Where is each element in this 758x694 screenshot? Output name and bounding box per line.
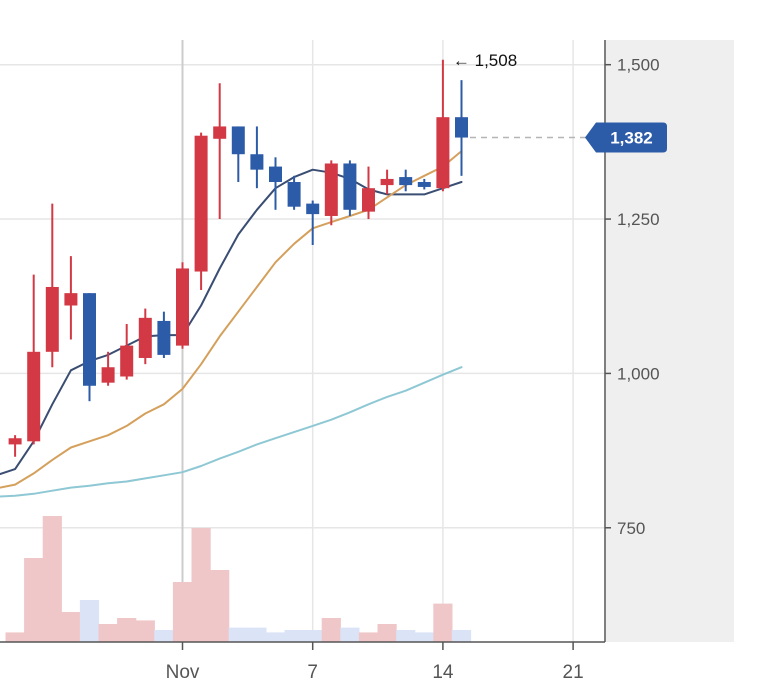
volume-bar-21 <box>396 630 416 642</box>
y-tick-label-3: 1,500 <box>617 56 660 75</box>
moving-average-lines <box>0 150 463 498</box>
candle-body-13 <box>250 154 264 170</box>
volume-bar-22 <box>414 632 434 642</box>
candle-body-19 <box>362 188 375 212</box>
candle-body-10 <box>194 135 208 272</box>
ma-line-2 <box>0 366 463 498</box>
volume-bar-10 <box>191 528 211 642</box>
candle-body-3 <box>64 293 78 306</box>
candle-body-20 <box>380 178 394 186</box>
candles <box>8 59 468 457</box>
candle-body-15 <box>287 182 301 207</box>
candle-body-14 <box>269 166 282 183</box>
ma-line-1 <box>0 150 463 489</box>
candle-body-9 <box>176 268 189 346</box>
x-tick-label-2: 14 <box>432 662 454 683</box>
volume-bar-9 <box>172 582 193 642</box>
volume-bar-2 <box>42 516 62 642</box>
y-tick-label-0: 750 <box>617 519 645 538</box>
volume-bar-24 <box>451 630 472 642</box>
ma-line-0 <box>0 168 463 476</box>
high-annotation: ← 1,508 <box>453 51 517 70</box>
volume-bar-23 <box>433 603 453 642</box>
candle-body-1 <box>27 351 41 442</box>
volume-bar-7 <box>135 620 155 642</box>
volume-bar-12 <box>228 627 248 642</box>
candle-body-17 <box>324 163 338 216</box>
volume-bar-1 <box>24 558 44 642</box>
candle-body-4 <box>83 293 96 386</box>
x-tick-label-1: 7 <box>307 662 318 683</box>
candle-body-22 <box>417 182 431 187</box>
x-tick-label-3: 21 <box>563 662 584 683</box>
volume-bar-20 <box>377 624 397 642</box>
volume-bar-18 <box>340 627 360 642</box>
candle-body-12 <box>231 126 245 155</box>
volume-bar-14 <box>265 632 286 642</box>
last-price-label: 1,382 <box>610 129 653 148</box>
volume-bar-15 <box>284 630 304 642</box>
candle-body-16 <box>306 203 320 215</box>
last-price-badge[interactable]: 1,382 <box>585 122 667 153</box>
volume-bar-6 <box>117 618 137 642</box>
volume-bar-13 <box>247 627 267 642</box>
candle-body-2 <box>45 286 59 352</box>
candle-body-6 <box>120 345 134 377</box>
y-axis-ticks: 750 1,000 1,250 1,500 <box>605 56 660 538</box>
candle-body-23 <box>436 117 450 189</box>
x-tick-label-0: Nov <box>166 662 200 683</box>
candle-body-0 <box>8 438 22 445</box>
volume-bar-5 <box>98 624 118 642</box>
candle-body-21 <box>399 177 413 186</box>
x-axis-ticks: Nov 7 14 21 <box>166 642 584 683</box>
candle-body-5 <box>101 367 115 383</box>
candle-body-7 <box>138 317 152 358</box>
candle-body-8 <box>157 320 171 355</box>
candle-body-24 <box>455 117 468 138</box>
volume-bar-19 <box>358 632 379 642</box>
last-price-badge-shape <box>585 122 667 153</box>
volume-bar-3 <box>61 612 81 642</box>
candle-body-18 <box>343 163 357 210</box>
volume-bars <box>5 516 472 642</box>
grid <box>0 40 605 642</box>
volume-bar-0 <box>5 632 25 642</box>
volume-bar-17 <box>321 618 341 642</box>
volume-bar-11 <box>210 570 230 642</box>
volume-bar-8 <box>154 630 174 642</box>
volume-bar-16 <box>303 630 323 642</box>
candle-body-11 <box>213 126 227 139</box>
volume-bar-4 <box>79 600 100 642</box>
y-tick-label-2: 1,250 <box>617 210 660 229</box>
y-tick-label-1: 1,000 <box>617 364 660 383</box>
